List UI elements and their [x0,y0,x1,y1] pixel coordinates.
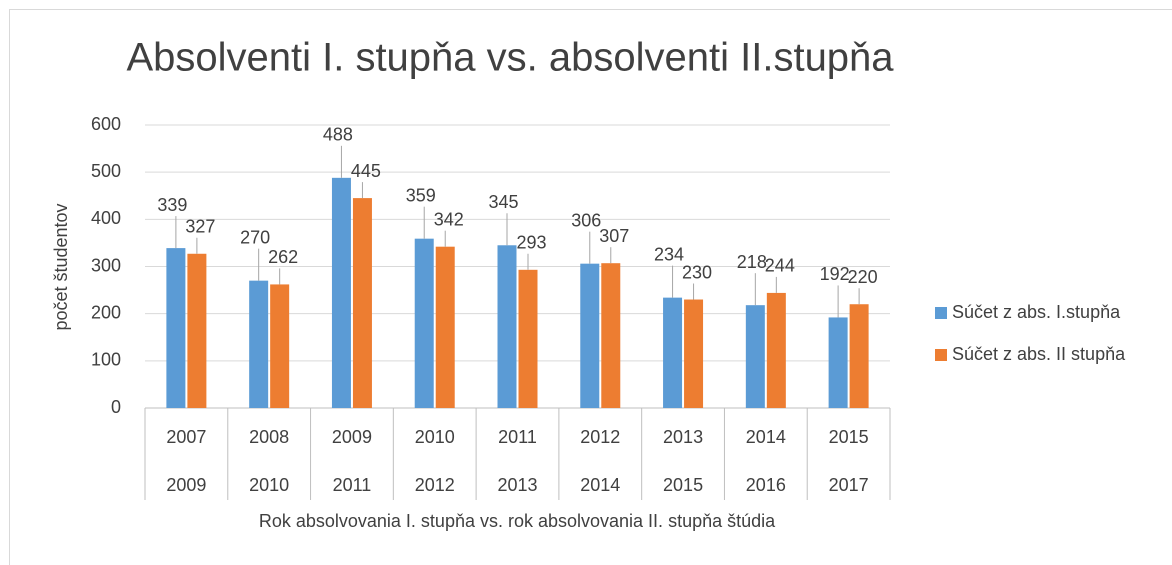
bar [849,304,869,408]
x-tick-label: 2010 [415,427,455,447]
data-label: 306 [571,210,601,230]
data-label: 244 [765,256,795,276]
data-label: 327 [185,217,215,237]
x-tick-label: 2014 [746,427,786,447]
bar [684,299,704,408]
x-tick-label: 2012 [415,475,455,495]
data-label: 345 [488,192,518,212]
data-label: 339 [157,195,187,215]
data-label: 192 [820,264,850,284]
x-tick-label: 2011 [498,427,537,447]
data-label: 220 [848,267,878,287]
y-tick-label: 600 [91,114,121,134]
bar [497,245,517,408]
data-label: 488 [323,125,353,145]
x-tick-label: 2007 [166,427,206,447]
x-axis-title: Rok absolvovania I. stupňa vs. rok absol… [259,511,776,531]
y-tick-label: 0 [111,397,121,417]
data-label: 293 [516,233,546,253]
legend-label: Súčet z abs. I.stupňa [952,302,1121,322]
x-tick-label: 2015 [829,427,869,447]
x-tick-label: 2008 [249,427,289,447]
chart-title: Absolventi I. stupňa vs. absolventi II.s… [126,36,894,80]
data-label: 307 [599,226,629,246]
y-tick-label: 100 [91,350,121,370]
x-tick-label: 2014 [580,475,620,495]
y-tick-label: 300 [91,255,121,275]
x-tick-label: 2016 [746,475,786,495]
bar [270,284,290,408]
bar [331,177,351,408]
bar [663,297,683,408]
x-tick-label: 2012 [580,427,620,447]
x-tick-label: 2009 [166,475,206,495]
x-tick-label: 2013 [497,475,537,495]
y-axis-title: počet študentov [51,203,71,330]
bar [518,269,538,408]
bar [435,246,455,408]
legend-label: Súčet z abs. II stupňa [952,344,1126,364]
data-label: 445 [351,161,381,181]
x-tick-label: 2009 [332,427,372,447]
y-tick-label: 500 [91,161,121,181]
data-label: 234 [654,244,684,264]
bar [352,198,372,408]
x-tick-label: 2010 [249,475,289,495]
data-label: 359 [406,185,436,205]
bar [414,238,434,408]
data-label: 230 [682,262,712,282]
data-label: 270 [240,227,270,247]
data-label: 262 [268,247,298,267]
legend-swatch [935,307,947,319]
bar [249,280,269,408]
chart-border [9,9,1172,565]
bar [745,305,765,408]
data-label: 342 [434,209,464,229]
y-tick-label: 200 [91,302,121,322]
bar [580,263,600,408]
bar [766,292,786,408]
bar [601,263,621,408]
data-label: 218 [737,252,767,272]
legend-swatch [935,349,947,361]
bar [166,248,186,408]
bar [187,253,207,408]
x-tick-label: 2015 [663,475,703,495]
x-tick-label: 2017 [829,475,869,495]
x-tick-label: 2011 [333,475,372,495]
bar [828,317,848,408]
x-tick-label: 2013 [663,427,703,447]
y-tick-label: 400 [91,208,121,228]
